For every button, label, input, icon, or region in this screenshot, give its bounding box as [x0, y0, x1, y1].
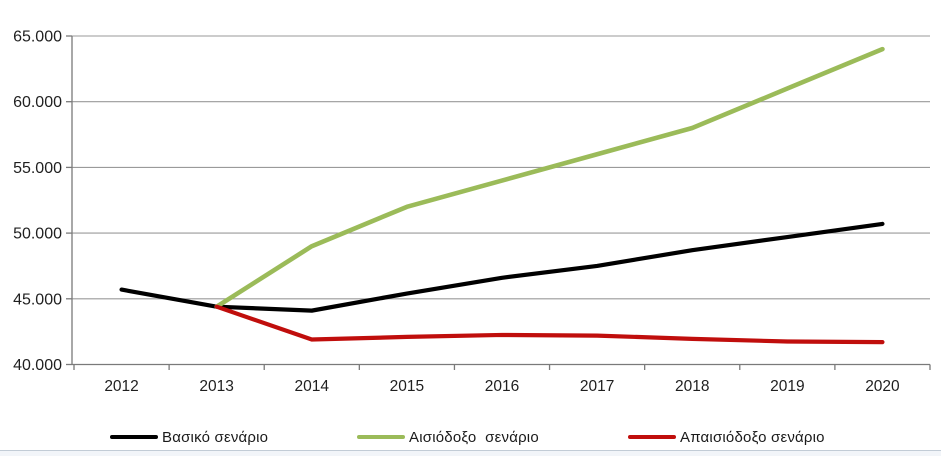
- window-edge-strip: [0, 450, 941, 456]
- x-tick-label: 2013: [199, 378, 233, 395]
- y-tick-label: 65.000: [13, 29, 62, 46]
- y-tick-label: 40.000: [13, 357, 62, 374]
- legend-item-optimistic-scenario: Αισιόδοξο σενάριο: [357, 424, 539, 450]
- legend-label-basic: Βασικό σενάριο: [162, 428, 269, 446]
- x-tick-label: 2015: [390, 378, 424, 395]
- legend-label-optimistic: Αισιόδοξο σενάριο: [409, 428, 539, 446]
- legend-item-pessimistic-scenario: Απαισιόδοξο σενάριο: [628, 424, 825, 450]
- x-tick-label: 2020: [865, 378, 900, 395]
- x-tick-label: 2019: [770, 378, 804, 395]
- y-tick-label: 50.000: [13, 226, 62, 243]
- legend-item-basic-scenario: Βασικό σενάριο: [110, 424, 268, 450]
- x-tick-label: 2012: [104, 378, 138, 395]
- chart-canvas: 40.000 45.000 50.000 55.000 60.000 65.000 2012…: [13, 29, 931, 395]
- legend-label-pessimistic: Απαισιόδοξο σενάριο: [680, 428, 825, 446]
- legend-swatch-pessimistic: [628, 434, 676, 440]
- legend-swatch-basic: [110, 434, 158, 440]
- y-tick-label: 60.000: [13, 94, 62, 111]
- chart-legend: Βασικό σενάριο Αισιόδοξο σενάριο Απαισιό…: [0, 424, 941, 450]
- legend-swatch-optimistic: [357, 434, 405, 440]
- series-line-0: [119, 221, 885, 313]
- y-tick-label: 45.000: [13, 291, 62, 308]
- x-tick-label: 2017: [580, 378, 614, 395]
- series-line-2: [214, 304, 885, 345]
- x-tick-label: 2014: [295, 378, 330, 395]
- series-line-1: [214, 46, 885, 309]
- line-chart: 40.000 45.000 50.000 55.000 60.000 65.000 2012…: [13, 29, 931, 395]
- y-tick-label: 55.000: [13, 160, 62, 177]
- x-tick-label: 2016: [485, 378, 519, 395]
- x-tick-label: 2018: [675, 378, 709, 395]
